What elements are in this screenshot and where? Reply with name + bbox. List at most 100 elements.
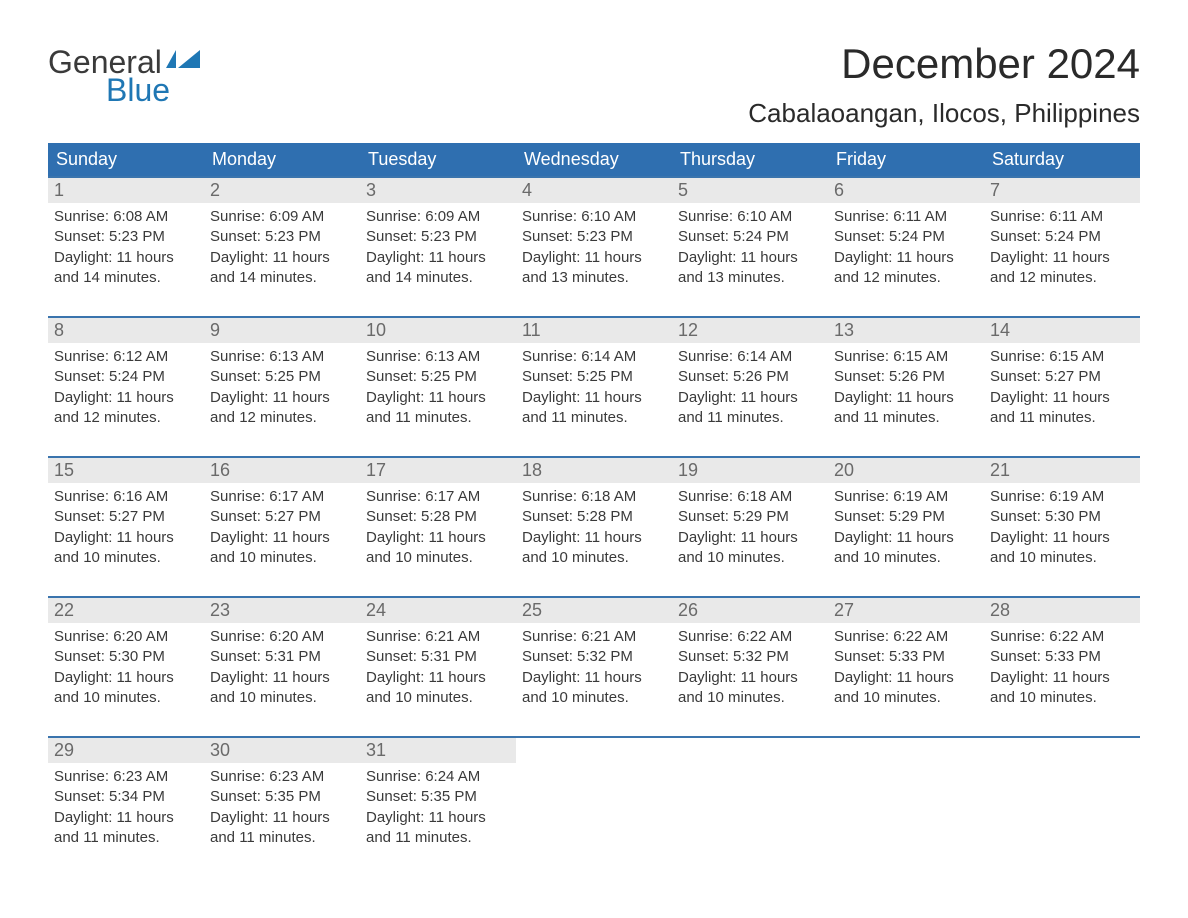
day-daylight1: Daylight: 11 hours — [522, 528, 666, 548]
day-number: 19 — [678, 460, 698, 480]
day-daylight1: Daylight: 11 hours — [210, 668, 354, 688]
day-sunrise: Sunrise: 6:22 AM — [678, 627, 822, 647]
day-daylight2: and 10 minutes. — [54, 688, 198, 708]
day-sunrise: Sunrise: 6:14 AM — [678, 347, 822, 367]
day-number: 29 — [54, 740, 74, 760]
day-daylight2: and 11 minutes. — [210, 828, 354, 848]
day-sunset: Sunset: 5:24 PM — [678, 227, 822, 247]
day-sunrise: Sunrise: 6:21 AM — [522, 627, 666, 647]
day-number-bar: 21 — [984, 458, 1140, 483]
day-sunset: Sunset: 5:33 PM — [990, 647, 1134, 667]
day-daylight2: and 14 minutes. — [366, 268, 510, 288]
day-cell: 21Sunrise: 6:19 AMSunset: 5:30 PMDayligh… — [984, 458, 1140, 578]
day-sunset: Sunset: 5:30 PM — [54, 647, 198, 667]
day-number: 13 — [834, 320, 854, 340]
week-row: 8Sunrise: 6:12 AMSunset: 5:24 PMDaylight… — [48, 316, 1140, 438]
day-number-bar: 15 — [48, 458, 204, 483]
day-body: Sunrise: 6:10 AMSunset: 5:23 PMDaylight:… — [516, 203, 672, 298]
day-sunset: Sunset: 5:23 PM — [54, 227, 198, 247]
day-sunrise: Sunrise: 6:18 AM — [678, 487, 822, 507]
day-sunrise: Sunrise: 6:15 AM — [990, 347, 1134, 367]
day-daylight1: Daylight: 11 hours — [366, 668, 510, 688]
day-body: Sunrise: 6:12 AMSunset: 5:24 PMDaylight:… — [48, 343, 204, 438]
day-daylight2: and 10 minutes. — [210, 688, 354, 708]
day-header-fri: Friday — [828, 143, 984, 176]
day-cell: 31Sunrise: 6:24 AMSunset: 5:35 PMDayligh… — [360, 738, 516, 858]
day-header-thu: Thursday — [672, 143, 828, 176]
day-body: Sunrise: 6:21 AMSunset: 5:31 PMDaylight:… — [360, 623, 516, 718]
day-cell: 12Sunrise: 6:14 AMSunset: 5:26 PMDayligh… — [672, 318, 828, 438]
location: Cabalaoangan, Ilocos, Philippines — [748, 98, 1140, 129]
title-block: December 2024 Cabalaoangan, Ilocos, Phil… — [748, 40, 1140, 129]
day-number-bar: 18 — [516, 458, 672, 483]
day-number-bar: 30 — [204, 738, 360, 763]
day-daylight2: and 12 minutes. — [54, 408, 198, 428]
day-cell — [828, 738, 984, 858]
day-sunset: Sunset: 5:32 PM — [522, 647, 666, 667]
day-number-bar: 9 — [204, 318, 360, 343]
day-sunrise: Sunrise: 6:11 AM — [834, 207, 978, 227]
day-cell: 5Sunrise: 6:10 AMSunset: 5:24 PMDaylight… — [672, 178, 828, 298]
day-daylight1: Daylight: 11 hours — [522, 668, 666, 688]
day-cell: 20Sunrise: 6:19 AMSunset: 5:29 PMDayligh… — [828, 458, 984, 578]
day-daylight1: Daylight: 11 hours — [834, 248, 978, 268]
day-body: Sunrise: 6:15 AMSunset: 5:27 PMDaylight:… — [984, 343, 1140, 438]
day-body: Sunrise: 6:17 AMSunset: 5:27 PMDaylight:… — [204, 483, 360, 578]
day-body: Sunrise: 6:11 AMSunset: 5:24 PMDaylight:… — [984, 203, 1140, 298]
day-sunrise: Sunrise: 6:08 AM — [54, 207, 198, 227]
day-body: Sunrise: 6:13 AMSunset: 5:25 PMDaylight:… — [360, 343, 516, 438]
day-daylight1: Daylight: 11 hours — [54, 248, 198, 268]
week-row: 1Sunrise: 6:08 AMSunset: 5:23 PMDaylight… — [48, 176, 1140, 298]
day-cell: 16 Sunrise: 6:17 AMSunset: 5:27 PMDayligh… — [204, 458, 360, 578]
day-sunrise: Sunrise: 6:10 AM — [522, 207, 666, 227]
day-number: 18 — [522, 460, 542, 480]
day-sunrise: Sunrise: 6:20 AM — [210, 627, 354, 647]
day-sunset: Sunset: 5:31 PM — [366, 647, 510, 667]
day-cell: 9Sunrise: 6:13 AMSunset: 5:25 PMDaylight… — [204, 318, 360, 438]
day-cell: 6Sunrise: 6:11 AMSunset: 5:24 PMDaylight… — [828, 178, 984, 298]
day-cell: 13Sunrise: 6:15 AMSunset: 5:26 PMDayligh… — [828, 318, 984, 438]
day-number-bar: 13 — [828, 318, 984, 343]
day-sunset: Sunset: 5:23 PM — [210, 227, 354, 247]
day-body: Sunrise: 6:11 AMSunset: 5:24 PMDaylight:… — [828, 203, 984, 298]
day-number-bar: 19 — [672, 458, 828, 483]
day-body: Sunrise: 6:14 AMSunset: 5:25 PMDaylight:… — [516, 343, 672, 438]
day-sunrise: Sunrise: 6:18 AM — [522, 487, 666, 507]
day-number: 14 — [990, 320, 1010, 340]
day-sunset: Sunset: 5:27 PM — [210, 507, 354, 527]
day-sunset: Sunset: 5:28 PM — [522, 507, 666, 527]
day-sunrise: Sunrise: 6:12 AM — [54, 347, 198, 367]
day-sunrise: Sunrise: 6:21 AM — [366, 627, 510, 647]
day-sunset: Sunset: 5:30 PM — [990, 507, 1134, 527]
day-sunrise: Sunrise: 6:22 AM — [834, 627, 978, 647]
day-sunrise: Sunrise: 6:17 AM — [210, 487, 354, 507]
day-sunrise: Sunrise: 6:09 AM — [210, 207, 354, 227]
day-daylight2: and 11 minutes. — [990, 408, 1134, 428]
day-daylight2: and 10 minutes. — [522, 548, 666, 568]
day-cell: 10Sunrise: 6:13 AMSunset: 5:25 PMDayligh… — [360, 318, 516, 438]
day-daylight1: Daylight: 11 hours — [366, 248, 510, 268]
day-number: 24 — [366, 600, 386, 620]
day-number-bar: 8 — [48, 318, 204, 343]
day-daylight2: and 10 minutes. — [54, 548, 198, 568]
day-number-bar: 2 — [204, 178, 360, 203]
day-header-tue: Tuesday — [360, 143, 516, 176]
day-daylight1: Daylight: 11 hours — [522, 248, 666, 268]
day-number: 28 — [990, 600, 1010, 620]
day-cell: 8Sunrise: 6:12 AMSunset: 5:24 PMDaylight… — [48, 318, 204, 438]
day-daylight2: and 13 minutes. — [678, 268, 822, 288]
day-daylight1: Daylight: 11 hours — [210, 248, 354, 268]
day-number-bar: 28 — [984, 598, 1140, 623]
day-daylight1: Daylight: 11 hours — [990, 528, 1134, 548]
day-number: 16 — [210, 460, 230, 480]
day-daylight1: Daylight: 11 hours — [54, 808, 198, 828]
day-cell: 26Sunrise: 6:22 AMSunset: 5:32 PMDayligh… — [672, 598, 828, 718]
day-number-bar: 29 — [48, 738, 204, 763]
day-cell: 27Sunrise: 6:22 AMSunset: 5:33 PMDayligh… — [828, 598, 984, 718]
day-sunset: Sunset: 5:31 PM — [210, 647, 354, 667]
flag-icon — [166, 50, 200, 72]
day-cell: 7Sunrise: 6:11 AMSunset: 5:24 PMDaylight… — [984, 178, 1140, 298]
day-number: 1 — [54, 180, 64, 200]
day-daylight1: Daylight: 11 hours — [54, 388, 198, 408]
day-sunset: Sunset: 5:28 PM — [366, 507, 510, 527]
